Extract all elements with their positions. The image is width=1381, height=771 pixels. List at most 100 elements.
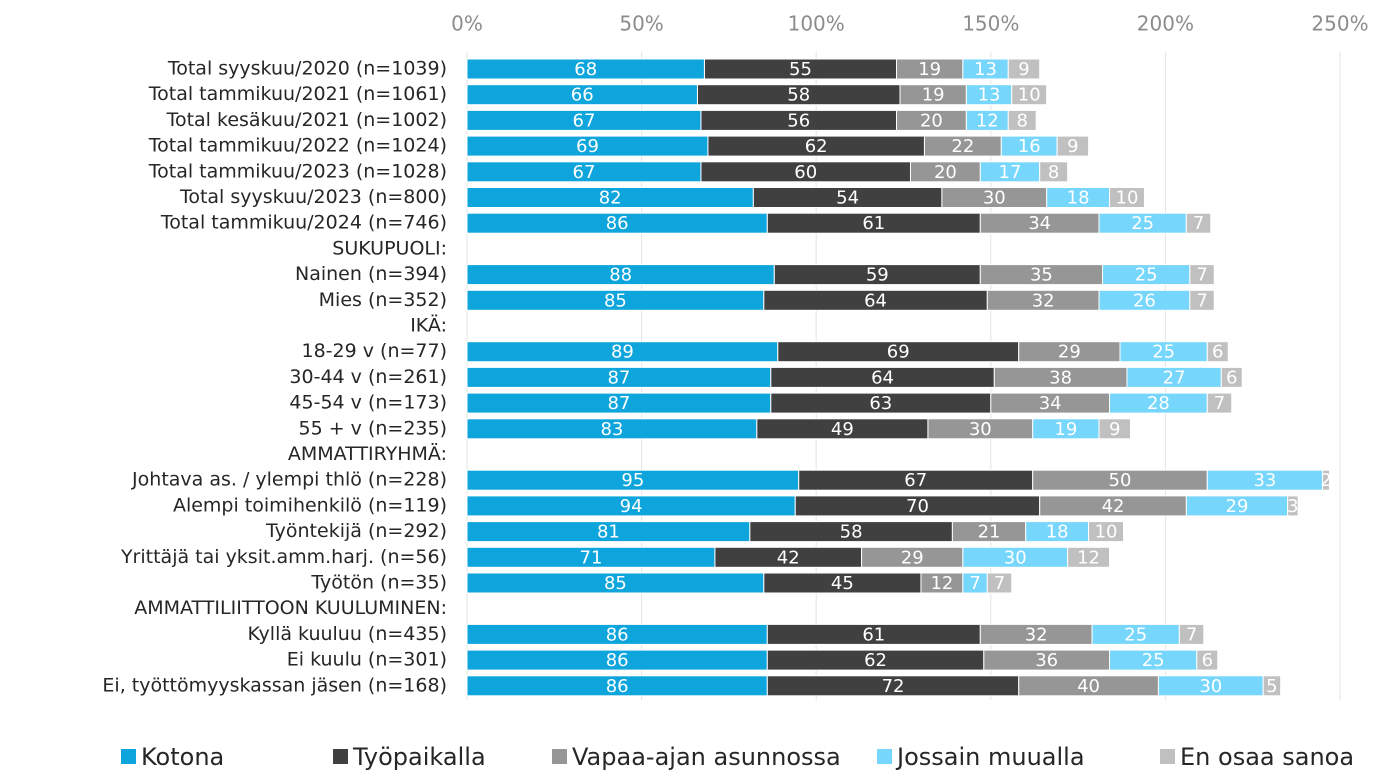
bar-segment	[1011, 84, 1048, 106]
category-label: Total kesäkuu/2021 (n=1002)	[166, 109, 447, 131]
data-label: 38	[1049, 367, 1072, 388]
data-label: 94	[620, 496, 643, 517]
bar-segment	[1322, 469, 1331, 491]
data-label: 61	[862, 624, 885, 645]
data-label: 86	[606, 624, 629, 645]
data-label: 67	[573, 162, 596, 183]
category-label: 55 + v (n=235)	[298, 417, 447, 439]
category-label: AMMATTIRYHMÄ:	[288, 442, 447, 465]
data-label: 19	[918, 59, 941, 80]
category-label: AMMATTILIITTOON KUULUMINEN:	[134, 597, 447, 619]
category-label: Total syyskuu/2023 (n=800)	[179, 186, 447, 208]
data-label: 42	[777, 547, 800, 568]
data-label: 7	[1196, 290, 1207, 311]
data-label: 66	[571, 85, 594, 106]
data-label: 30	[1004, 547, 1027, 568]
category-label: Nainen (n=394)	[295, 263, 447, 285]
data-label: 8	[1017, 110, 1028, 131]
data-label: 55	[789, 59, 812, 80]
data-label: 19	[1054, 419, 1077, 440]
legend-swatch	[552, 749, 567, 764]
bar-segment	[1039, 161, 1069, 183]
category-label: 30-44 v (n=261)	[289, 366, 447, 388]
category-label: IKÄ:	[410, 314, 447, 337]
category-label: Total syyskuu/2020 (n=1039)	[167, 58, 447, 80]
data-label: 8	[1048, 162, 1059, 183]
category-label: Total tammikuu/2022 (n=1024)	[148, 135, 447, 157]
category-label: Yrittäjä tai yksit.amm.harj. (n=56)	[120, 546, 447, 568]
data-label: 25	[1142, 650, 1165, 671]
data-label: 29	[1226, 496, 1249, 517]
data-label: 67	[573, 110, 596, 131]
bar-segment	[1067, 546, 1111, 568]
data-label: 89	[611, 342, 634, 363]
data-label: 86	[606, 676, 629, 697]
data-label: 82	[599, 188, 622, 209]
category-label: Alempi toimihenkilö (n=119)	[173, 494, 447, 516]
category-label: Ei, työttömyyskassan jäsen (n=168)	[102, 674, 447, 696]
data-label: 28	[1147, 393, 1170, 414]
data-label: 88	[609, 265, 632, 286]
legend-label: Jossain muualla	[895, 743, 1085, 771]
data-label: 34	[1039, 393, 1062, 414]
bar-segment	[1189, 289, 1215, 311]
data-label: 29	[1058, 342, 1081, 363]
legend-label: Kotona	[141, 743, 224, 771]
category-label: Total tammikuu/2023 (n=1028)	[148, 160, 447, 182]
data-label: 16	[1018, 136, 1041, 157]
data-label: 5	[1266, 676, 1277, 697]
data-label: 60	[794, 162, 817, 183]
data-label: 9	[1018, 59, 1029, 80]
data-label: 12	[930, 573, 953, 594]
data-label: 42	[1102, 496, 1125, 517]
data-label: 9	[1067, 136, 1078, 157]
data-label: 26	[1133, 290, 1156, 311]
data-label: 25	[1152, 342, 1175, 363]
data-label: 25	[1124, 624, 1147, 645]
data-label: 71	[580, 547, 603, 568]
bar-segment	[1206, 392, 1233, 414]
data-label: 56	[787, 110, 810, 131]
data-label: 72	[882, 676, 905, 697]
data-label: 33	[1253, 470, 1276, 491]
category-label: 45-54 v (n=173)	[289, 392, 447, 414]
category-label: Total tammikuu/2024 (n=746)	[160, 212, 447, 234]
data-label: 7	[994, 573, 1005, 594]
data-label: 7	[1196, 265, 1207, 286]
category-label: Työtön (n=35)	[310, 572, 447, 594]
data-label: 3	[1287, 496, 1298, 517]
bar-segment	[1109, 187, 1145, 208]
data-label: 10	[1116, 188, 1139, 209]
data-label: 81	[597, 522, 620, 543]
legend-label: Vapaa-ajan asunnossa	[572, 743, 841, 771]
data-label: 7	[969, 573, 980, 594]
category-label: Total tammikuu/2021 (n=1061)	[148, 83, 447, 105]
data-label: 25	[1131, 213, 1154, 234]
data-label: 17	[999, 162, 1022, 183]
data-label: 10	[1018, 85, 1041, 106]
data-label: 87	[607, 393, 630, 414]
data-label: 62	[805, 136, 828, 157]
bar-segment	[1007, 58, 1041, 80]
legend-label: En osaa sanoa	[1180, 743, 1354, 771]
data-label: 12	[976, 110, 999, 131]
data-label: 35	[1030, 265, 1053, 286]
data-label: 87	[607, 367, 630, 388]
x-tick-label: 200%	[1137, 12, 1194, 36]
data-label: 85	[604, 290, 627, 311]
data-label: 13	[974, 59, 997, 80]
data-label: 9	[1109, 419, 1120, 440]
data-label: 69	[576, 136, 599, 157]
category-label: Kyllä kuuluu (n=435)	[247, 623, 447, 645]
data-label: 10	[1095, 522, 1118, 543]
data-label: 7	[1193, 213, 1204, 234]
data-label: 21	[978, 522, 1001, 543]
data-label: 69	[887, 342, 910, 363]
data-label: 34	[1028, 213, 1051, 234]
bar-segment	[1007, 109, 1037, 131]
data-label: 32	[1025, 624, 1048, 645]
data-label: 59	[866, 265, 889, 286]
data-label: 45	[831, 573, 854, 594]
x-tick-label: 100%	[788, 12, 845, 36]
